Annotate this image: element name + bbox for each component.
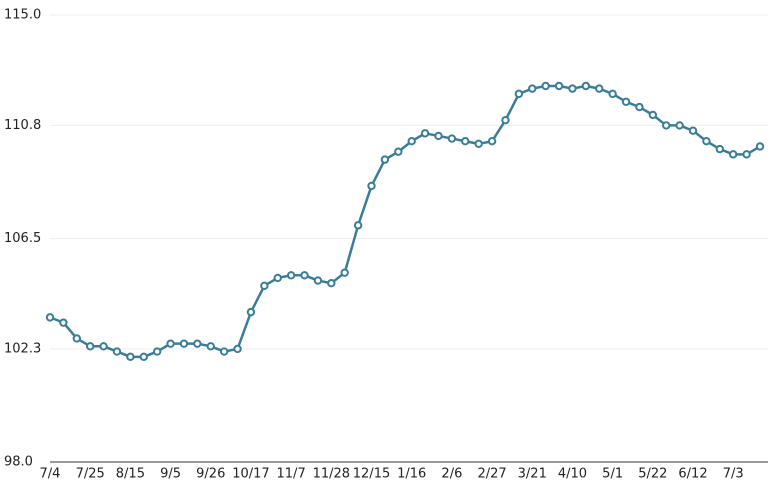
marker [233,344,242,354]
x-tick-label: 11/28 [313,467,350,482]
marker [206,342,215,351]
x-tick-label: 5/1 [602,467,623,482]
x-tick-label: 7/3 [723,467,744,482]
marker [286,271,296,280]
marker [662,121,671,130]
marker [300,271,309,280]
x-tick-label: 6/12 [678,467,707,482]
marker [487,137,497,146]
y-tick-label: 98.0 [4,455,33,470]
x-tick-label: 11/7 [277,467,306,482]
marker [568,84,577,93]
marker [126,352,135,362]
x-tick-label: 4/10 [558,467,587,482]
marker [581,81,591,91]
marker [45,313,55,322]
x-tick-label: 10/17 [232,467,269,482]
marker [313,276,323,285]
marker [219,347,229,356]
x-tick-label: 7/4 [40,467,61,482]
x-tick-label: 3/21 [518,467,547,482]
marker [112,347,122,356]
marker [514,89,524,99]
marker [166,339,175,348]
x-tick-label: 2/6 [441,467,462,482]
marker [528,84,537,93]
marker [755,142,765,151]
marker [367,181,376,191]
marker [59,318,68,327]
x-tick-label: 1/16 [397,467,426,482]
marker [193,339,202,348]
marker [608,89,617,99]
marker [246,307,256,317]
marker [648,110,658,120]
marker [715,144,725,154]
marker [621,97,631,106]
marker [742,150,751,159]
y-tick-label: 106.5 [4,231,41,246]
marker [327,279,336,288]
marker [461,137,470,146]
x-tick-label: 8/15 [116,467,145,482]
marker [474,139,483,149]
x-tick-label: 9/5 [160,467,181,482]
marker [139,352,148,362]
marker [541,81,550,91]
marker [85,342,95,351]
marker [702,137,711,146]
marker [380,155,390,164]
x-tick-label: 7/25 [76,467,105,482]
marker [179,339,189,348]
marker [72,334,81,343]
y-tick-label: 115.0 [4,8,41,23]
marker [688,126,698,135]
marker [501,115,510,125]
marker [99,342,108,351]
line [49,84,761,359]
marker [340,268,349,277]
x-tick-label: 2/27 [477,467,506,482]
marker [675,121,684,130]
y-tick-label: 110.8 [4,118,41,133]
marker [434,131,443,141]
marker [394,147,403,156]
marker [407,137,416,146]
marker [152,347,162,356]
marker [729,150,738,159]
marker [595,84,604,93]
marker [635,102,644,112]
marker [260,281,269,291]
y-tick-label: 102.3 [4,341,41,356]
x-tick-label: 9/26 [196,467,225,482]
marker [554,81,564,91]
marker [420,129,430,138]
x-tick-label: 12/15 [353,467,390,482]
marker [353,221,363,230]
x-tick-label: 5/22 [638,467,667,482]
marker [273,273,282,283]
marker [447,134,457,143]
